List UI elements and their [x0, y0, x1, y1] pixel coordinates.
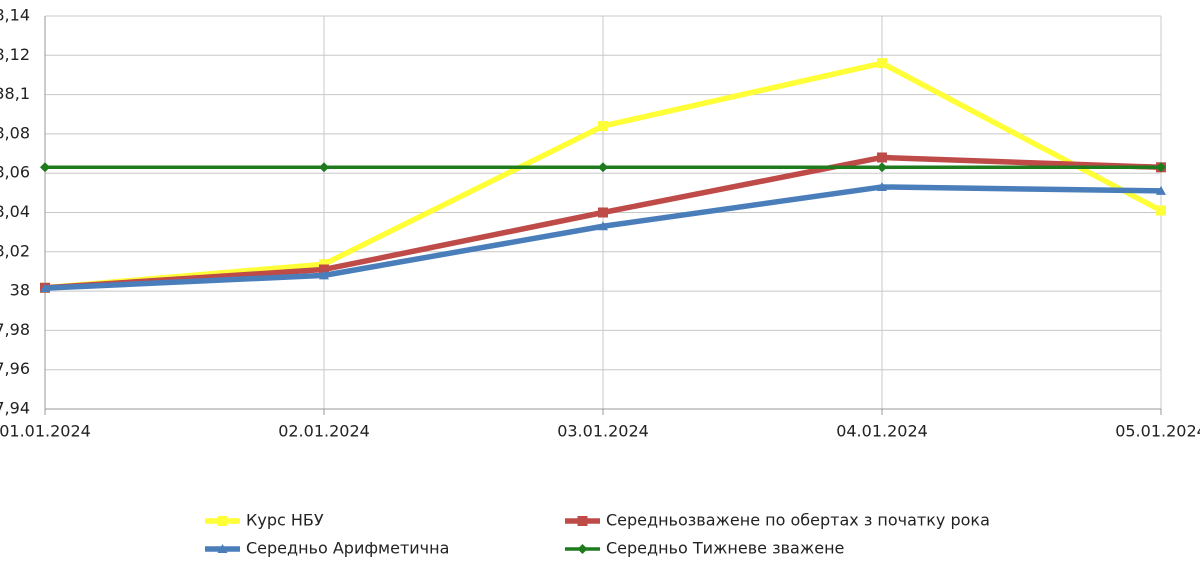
marker	[319, 162, 329, 173]
marker	[598, 162, 608, 173]
y-tick-label: 38,04	[0, 202, 30, 221]
legend-label: Курс НБУ	[246, 511, 324, 530]
marker	[877, 152, 887, 163]
x-tick-label: 03.01.2024	[557, 422, 649, 441]
marker	[1156, 162, 1166, 173]
y-tick-label: 38,08	[0, 123, 30, 142]
y-tick-label: 37,94	[0, 399, 30, 418]
marker	[598, 207, 608, 218]
marker	[1156, 185, 1166, 195]
y-tick-label: 38	[10, 281, 30, 300]
legend-label: Середньозважене по обертах з початку рок…	[606, 511, 990, 530]
legend-label: Середньо Тижневе зважене	[606, 539, 844, 558]
marker	[877, 181, 887, 191]
marker	[1156, 205, 1166, 216]
marker	[877, 58, 887, 69]
marker	[877, 162, 887, 173]
marker	[598, 121, 608, 132]
y-tick-label: 38,06	[0, 163, 30, 182]
marker	[319, 259, 329, 270]
x-tick-label: 05.01.2024	[1115, 422, 1200, 441]
marker	[577, 544, 588, 554]
y-tick-label: 38,1	[0, 84, 30, 103]
marker	[319, 264, 329, 275]
x-tick-label: 01.01.2024	[0, 422, 91, 441]
y-tick-label: 38,14	[0, 6, 30, 25]
y-tick-label: 37,98	[0, 320, 30, 339]
marker	[217, 516, 228, 526]
marker	[577, 516, 588, 526]
legend-label: Середньо Арифметична	[246, 539, 449, 558]
marker	[40, 162, 50, 173]
x-tick-label: 02.01.2024	[278, 422, 370, 441]
y-tick-label: 38,12	[0, 45, 30, 64]
x-tick-label: 04.01.2024	[836, 422, 928, 441]
y-tick-label: 37,96	[0, 359, 30, 378]
y-tick-label: 38,02	[0, 241, 30, 260]
marker	[598, 221, 608, 231]
marker	[40, 283, 50, 293]
marker	[217, 544, 228, 553]
marker	[319, 270, 329, 280]
